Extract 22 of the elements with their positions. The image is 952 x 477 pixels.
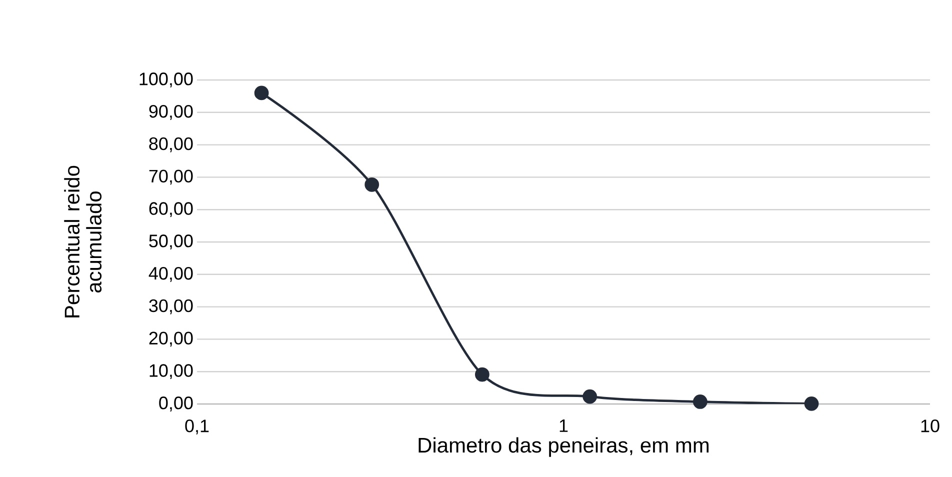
y-tick-label: 60,00	[149, 202, 193, 218]
x-tick-label: 0,1	[185, 420, 209, 434]
point	[254, 86, 269, 100]
x-tick-label: 1	[560, 420, 568, 432]
point	[474, 367, 490, 382]
y-axis-title: Percentual reido acumulado	[64, 166, 102, 318]
y-tick-label: 30,00	[149, 299, 193, 314]
point	[364, 177, 380, 192]
point	[582, 389, 598, 404]
y-tick-label: 90,00	[149, 104, 193, 120]
y-tick-label: 80,00	[149, 137, 193, 152]
point	[804, 396, 819, 411]
y-tick-label: 50,00	[149, 234, 193, 250]
y-tick-label: 70,00	[149, 170, 193, 185]
y-tick-label: 0,00	[159, 396, 193, 412]
point	[692, 394, 708, 409]
y-tick-label: 40,00	[148, 266, 193, 282]
y-tick-label: 20,00	[149, 332, 193, 347]
x-axis-title: Diametro das peneiras, em mm	[418, 437, 709, 457]
y-tick-label: 10,00	[150, 364, 193, 380]
x-tick-label: 10	[921, 420, 940, 432]
y-tick-label: 100,00	[140, 72, 193, 88]
